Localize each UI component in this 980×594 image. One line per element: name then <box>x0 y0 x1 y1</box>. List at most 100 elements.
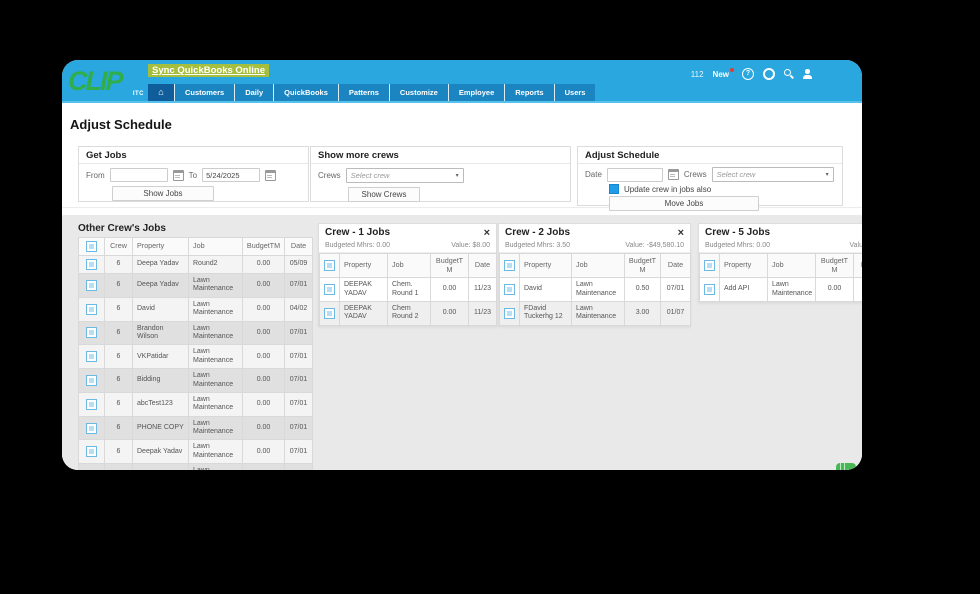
col-crew: Crew <box>104 237 133 256</box>
page-title: Adjust Schedule <box>70 117 172 132</box>
target-crew-select[interactable]: Select crew ▾ <box>711 167 834 182</box>
row-checkbox[interactable] <box>324 307 335 319</box>
select-all-checkbox[interactable] <box>504 260 515 272</box>
table-row: 6 VKPatidar Lawn Maintenance 0.00 07/01 <box>78 344 313 370</box>
table-row: 6 Deepa Yadav Round2 0.00 05/09 <box>78 255 313 274</box>
table-row: 6 David Lawn Maintenance 0.00 04/02 <box>78 296 313 322</box>
table-row: 6 Brandon Wilson Lawn Maintenance 0.00 0… <box>78 320 313 346</box>
table-row: DEEPAK YADAV Chem Round 2 0.00 11/23 <box>319 301 497 326</box>
table-row: DEEPAK YADAV Chem. Round 1 0.00 11/23 <box>319 277 497 303</box>
to-date-input[interactable] <box>202 168 261 182</box>
crew-2-panel: Crew - 2 Jobs × Budgeted Mhrs: 3.50 Valu… <box>498 223 691 327</box>
crew-5-value: Value: -$ <box>849 242 863 249</box>
tab-quickbooks[interactable]: QuickBooks <box>273 84 338 101</box>
calendar-icon[interactable] <box>172 169 184 181</box>
tab-customers[interactable]: Customers <box>174 84 235 101</box>
crews-label: Crews <box>318 171 341 180</box>
adjust-schedule-title: Adjust Schedule <box>578 147 842 164</box>
row-checkbox[interactable] <box>86 446 97 458</box>
row-checkbox[interactable] <box>86 303 97 315</box>
tab-reports[interactable]: Reports <box>504 84 554 101</box>
select-all-checkbox[interactable] <box>324 260 335 272</box>
logo-subtext: ITC <box>132 91 144 97</box>
table-row: David Lawn Maintenance 0.50 07/01 <box>499 277 691 303</box>
row-checkbox[interactable] <box>504 307 515 319</box>
move-date-input[interactable] <box>606 167 663 182</box>
row-checkbox[interactable] <box>86 279 97 291</box>
tab-patterns[interactable]: Patterns <box>337 84 389 101</box>
close-icon[interactable]: × <box>677 226 684 239</box>
crew-select[interactable]: Select crew ▾ <box>345 168 464 183</box>
tab-employee[interactable]: Employee <box>447 84 505 101</box>
close-icon[interactable]: × <box>483 226 490 239</box>
user-icon[interactable] <box>803 69 812 79</box>
tab-customize[interactable]: Customize <box>388 84 448 101</box>
crew-5-title: Crew - 5 Jobs <box>705 227 771 238</box>
logo-text: CLIP <box>68 66 124 96</box>
chevron-down-icon: ▾ <box>825 172 829 178</box>
crew-5-panel: Crew - 5 Jobs Budgeted Mhrs: 0.00 Value:… <box>698 223 863 304</box>
crew-1-budgeted: Budgeted Mhrs: 0.00 <box>325 242 390 249</box>
get-jobs-panel: Get Jobs From To Show Jobs <box>78 146 309 202</box>
chevron-down-icon: ▾ <box>455 173 459 179</box>
table-header-row: Property Job BudgetTM Date <box>499 252 691 279</box>
calendar-icon[interactable] <box>265 169 277 181</box>
table-row: FDavid Tuckerhg 12 Lawn Maintenance 3.00… <box>499 301 691 326</box>
date-label: Date <box>585 170 602 179</box>
other-crews-table: Crew Property Job BudgetTM Date 6 Deepa … <box>78 237 313 470</box>
tab-users[interactable]: Users <box>553 84 596 101</box>
row-checkbox[interactable] <box>86 398 97 410</box>
clip-logo: CLIP ITC <box>68 61 150 101</box>
col-date: Date <box>284 237 313 256</box>
ring-icon[interactable] <box>763 68 775 80</box>
search-icon[interactable] <box>784 69 794 79</box>
table-row: 6 Deepak Yadav Lawn Maintenance 0.00 07/… <box>78 439 313 465</box>
select-all-checkbox[interactable] <box>704 260 715 272</box>
from-label: From <box>86 170 105 180</box>
adjust-schedule-panel: Adjust Schedule Date Crews Select crew ▾… <box>577 146 843 211</box>
crews-label: Crews <box>683 170 707 179</box>
from-date-input[interactable] <box>109 168 168 182</box>
crew-1-title: Crew - 1 Jobs <box>325 227 391 238</box>
move-jobs-button[interactable]: Move Jobs <box>609 196 759 211</box>
row-checkbox[interactable] <box>704 284 715 296</box>
red-dot-icon <box>730 67 734 72</box>
tab-home[interactable]: ⌂ <box>148 84 174 101</box>
tab-daily[interactable]: Daily <box>234 84 274 101</box>
row-checkbox[interactable] <box>86 422 97 434</box>
calendar-icon[interactable] <box>667 169 679 180</box>
crew-1-table: Property Job BudgetTM Date DEEPAK YADAV … <box>319 252 497 326</box>
show-more-crews-title: Show more crews <box>311 147 570 164</box>
header-actions: 112 New ? <box>691 67 812 80</box>
crew-2-table: Property Job BudgetTM Date David Lawn Ma… <box>499 252 691 326</box>
col-budgettm: BudgetTM <box>242 237 285 256</box>
jobs-area: Other Crew's Jobs Crew Property Job Budg… <box>62 215 862 470</box>
col-property: Property <box>132 237 189 256</box>
show-jobs-button[interactable]: Show Jobs <box>112 186 214 201</box>
table-row: 6 Deepa Yadav Lawn Maintenance 0.00 07/0… <box>78 273 313 298</box>
row-checkbox[interactable] <box>86 327 97 339</box>
row-checkbox[interactable] <box>86 259 97 270</box>
row-checkbox[interactable] <box>504 284 515 296</box>
table-row: 6 Bidding Lawn Maintenance 0.00 07/01 <box>78 368 313 393</box>
to-label: To <box>188 170 198 180</box>
row-checkbox[interactable] <box>86 351 97 363</box>
home-icon: ⌂ <box>158 87 164 97</box>
toolbar-panels: Get Jobs From To Show Jobs Show more cre… <box>62 146 862 211</box>
crew-2-value: Value: -$49,580.10 <box>625 242 684 249</box>
table-row: Add API Lawn Maintenance 0.00 <box>699 277 862 303</box>
select-all-checkbox[interactable] <box>86 241 97 252</box>
update-crew-checkbox[interactable] <box>609 184 619 194</box>
table-header-row: Crew Property Job BudgetTM Date <box>78 237 313 256</box>
table-row: 6 abcTest123 Lawn Maintenance 0.00 07/01 <box>78 391 313 417</box>
new-badge[interactable]: New <box>713 67 734 79</box>
row-checkbox[interactable] <box>324 284 335 296</box>
show-crews-button[interactable]: Show Crews <box>348 187 420 202</box>
table-row: 6 sdf Lawn Maintenance 0.00 07/01 <box>78 463 313 470</box>
row-checkbox[interactable] <box>86 375 97 387</box>
corner-accent <box>836 463 856 470</box>
sync-quickbooks-link[interactable]: Sync QuickBooks Online <box>148 64 269 77</box>
help-icon[interactable]: ? <box>742 68 754 80</box>
content: Adjust Schedule Get Jobs From To Show Jo… <box>62 103 862 470</box>
table-header-row: Property Job BudgetTM Date <box>319 252 497 279</box>
